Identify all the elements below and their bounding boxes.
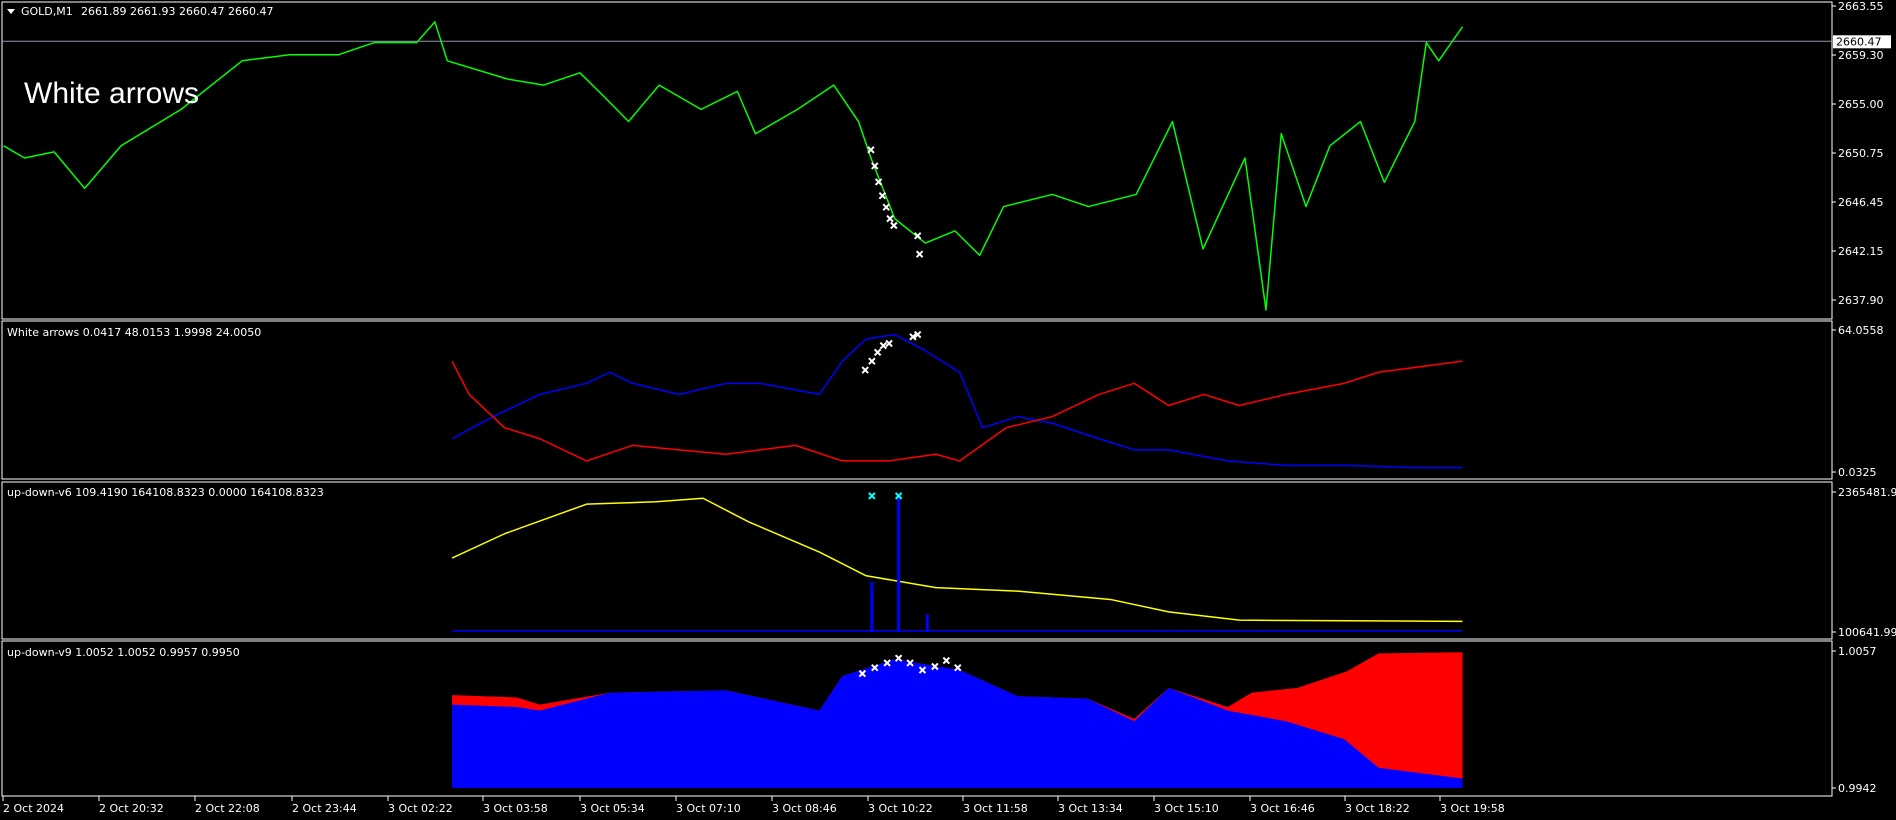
x-marker <box>954 663 962 672</box>
line-series-1 <box>451 360 1463 462</box>
x-marker <box>871 663 879 672</box>
x-tick-label: 2 Oct 20:32 <box>99 802 164 815</box>
y-tick-label: 2365481.9 <box>1838 486 1896 499</box>
x-marker <box>868 357 876 365</box>
x-marker <box>879 341 888 350</box>
ohlc-values: 2661.89 2661.93 2660.47 2660.47 <box>81 5 273 18</box>
line-series-0 <box>451 333 1463 469</box>
symbol-menu-icon[interactable] <box>7 9 15 14</box>
x-marker <box>878 191 887 200</box>
y-tick-label: 2659.30 <box>1838 49 1884 62</box>
x-marker <box>861 366 869 374</box>
x-tick-label: 3 Oct 08:46 <box>772 802 837 815</box>
x-marker <box>913 330 922 339</box>
x-tick-label: 3 Oct 02:22 <box>388 802 453 815</box>
x-marker <box>942 656 951 665</box>
x-tick-label: 3 Oct 07:10 <box>676 802 741 815</box>
x-marker <box>918 666 927 674</box>
x-marker <box>915 250 924 258</box>
x-marker <box>874 178 883 186</box>
y-tick-label: 2637.90 <box>1838 294 1884 307</box>
y-tick-label: 1.0057 <box>1838 645 1877 658</box>
x-tick-label: 2 Oct 22:08 <box>195 802 260 815</box>
y-tick-label: 100641.99 <box>1838 626 1896 639</box>
overlay-label: White arrows <box>24 77 199 110</box>
line-series-0 <box>3 21 1464 311</box>
x-marker <box>894 492 903 500</box>
y-tick-label: 64.0558 <box>1838 324 1884 337</box>
indicator-title-white-arrows: White arrows 0.0417 48.0153 1.9998 24.00… <box>7 326 261 339</box>
x-marker <box>873 348 882 356</box>
y-tick-label: 0.0325 <box>1838 466 1877 479</box>
x-tick-label: 3 Oct 15:10 <box>1154 802 1219 815</box>
x-marker <box>883 659 891 667</box>
line-series-0 <box>451 497 1463 623</box>
y-tick-label: 2642.15 <box>1838 245 1884 258</box>
x-marker <box>867 146 875 154</box>
panel-frame-2 <box>1 481 1833 640</box>
x-marker <box>858 669 867 678</box>
x-tick-label: 2 Oct 2024 <box>3 802 64 815</box>
panel-frame-3 <box>1 640 1833 797</box>
x-marker <box>906 659 914 667</box>
x-tick-label: 3 Oct 05:34 <box>580 802 645 815</box>
x-marker <box>909 333 917 341</box>
x-tick-label: 3 Oct 11:58 <box>963 802 1028 815</box>
indicator-title-up-down-v6: up-down-v6 109.4190 164108.8323 0.0000 1… <box>7 486 324 499</box>
x-tick-label: 3 Oct 16:46 <box>1250 802 1315 815</box>
y-tick-label: 2650.75 <box>1838 147 1884 160</box>
x-marker <box>913 232 922 240</box>
current-price-box <box>1833 35 1891 49</box>
x-marker <box>890 221 898 230</box>
x-marker <box>885 339 893 348</box>
area-series-1 <box>452 659 1463 788</box>
panel-frame-1 <box>1 320 1833 480</box>
indicator-title-up-down-v9: up-down-v9 1.0052 1.0052 0.9957 0.9950 <box>7 646 240 659</box>
current-price-label: 2660.47 <box>1836 35 1882 48</box>
y-tick-label: 2646.45 <box>1838 196 1884 209</box>
x-marker <box>886 214 894 223</box>
x-marker <box>882 203 890 211</box>
panel-frame-0 <box>1 1 1833 320</box>
x-tick-label: 3 Oct 10:22 <box>868 802 933 815</box>
x-tick-label: 2 Oct 23:44 <box>292 802 357 815</box>
x-tick-label: 3 Oct 19:58 <box>1440 802 1505 815</box>
y-tick-label: 0.9942 <box>1838 782 1877 795</box>
x-marker <box>894 654 903 662</box>
y-tick-label: 2655.00 <box>1838 98 1884 111</box>
x-marker <box>868 492 876 500</box>
x-tick-label: 3 Oct 13:34 <box>1058 802 1123 815</box>
symbol-title: GOLD,M1 <box>21 5 73 18</box>
y-tick-label: 2663.55 <box>1838 0 1884 13</box>
x-tick-label: 3 Oct 03:58 <box>483 802 548 815</box>
x-marker <box>931 662 939 671</box>
x-marker <box>871 162 879 170</box>
x-tick-label: 3 Oct 18:22 <box>1345 802 1410 815</box>
